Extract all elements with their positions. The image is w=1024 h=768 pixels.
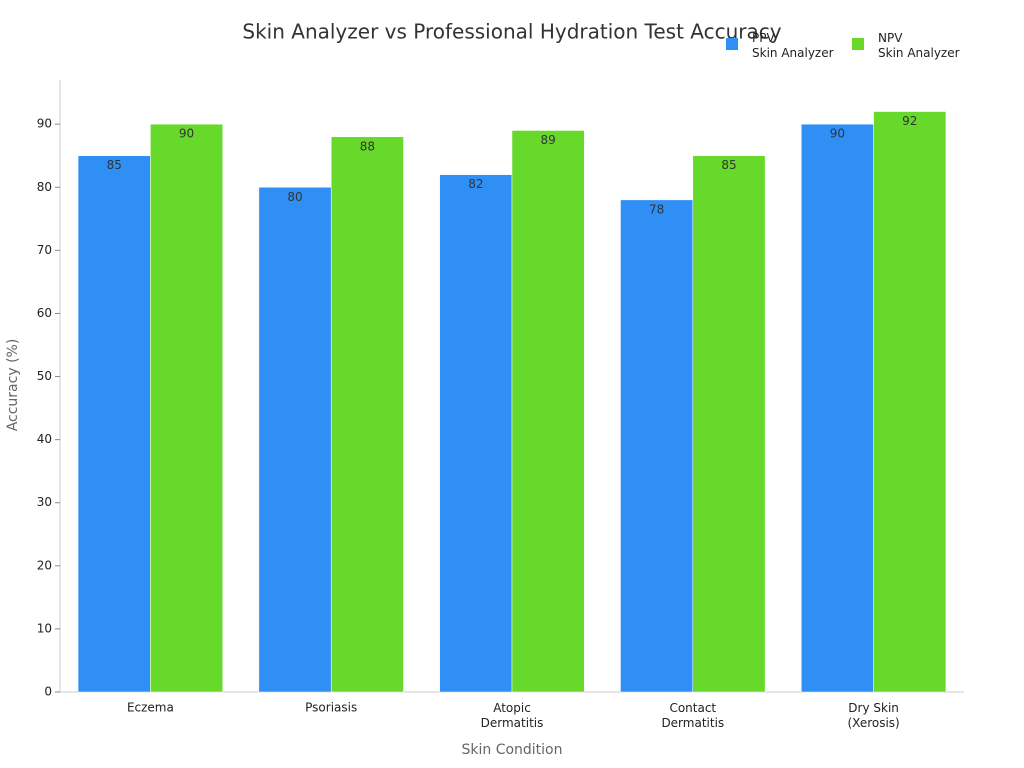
legend-swatch: [726, 38, 738, 50]
x-tick-label: Dry Skin (Xerosis): [847, 701, 899, 730]
bar: [692, 155, 766, 693]
legend-label: PPV Skin Analyzer: [752, 31, 834, 60]
bar: [150, 123, 223, 693]
value-label: 90: [179, 127, 194, 141]
value-label: 85: [721, 158, 736, 172]
bar: [77, 155, 151, 693]
value-label: 88: [360, 139, 375, 153]
bar: [258, 187, 332, 693]
bar: [620, 199, 694, 693]
y-tick-label: 10: [37, 621, 52, 635]
value-label: 82: [468, 177, 483, 191]
value-label: 80: [287, 190, 302, 204]
value-label: 90: [830, 127, 845, 141]
y-tick-label: 40: [37, 432, 52, 446]
bar: [801, 123, 874, 693]
bar: [330, 136, 404, 693]
chart-title: Skin Analyzer vs Professional Hydration …: [242, 20, 781, 44]
value-label: 85: [107, 158, 122, 172]
x-tick-label: Psoriasis: [305, 701, 357, 715]
legend-label: NPV Skin Analyzer: [878, 31, 960, 60]
y-tick-label: 30: [37, 495, 52, 509]
x-axis-label: Skin Condition: [461, 742, 562, 758]
x-tick-label: Atopic Dermatitis: [481, 701, 544, 730]
y-tick-label: 0: [44, 685, 52, 699]
y-tick-label: 20: [37, 558, 52, 572]
bar: [873, 111, 947, 693]
value-label: 92: [902, 114, 917, 128]
y-tick-label: 70: [37, 243, 52, 257]
bar: [511, 130, 585, 693]
bar: [439, 174, 513, 693]
value-label: 78: [649, 202, 664, 216]
y-tick-label: 90: [37, 117, 52, 131]
y-tick-label: 60: [37, 306, 52, 320]
x-tick-label: Eczema: [127, 701, 174, 715]
y-tick-label: 50: [37, 369, 52, 383]
value-label: 89: [541, 133, 556, 147]
y-axis-label: Accuracy (%): [5, 339, 21, 432]
y-tick-label: 80: [37, 180, 52, 194]
legend-swatch: [852, 38, 864, 50]
x-tick-label: Contact Dermatitis: [661, 701, 724, 730]
